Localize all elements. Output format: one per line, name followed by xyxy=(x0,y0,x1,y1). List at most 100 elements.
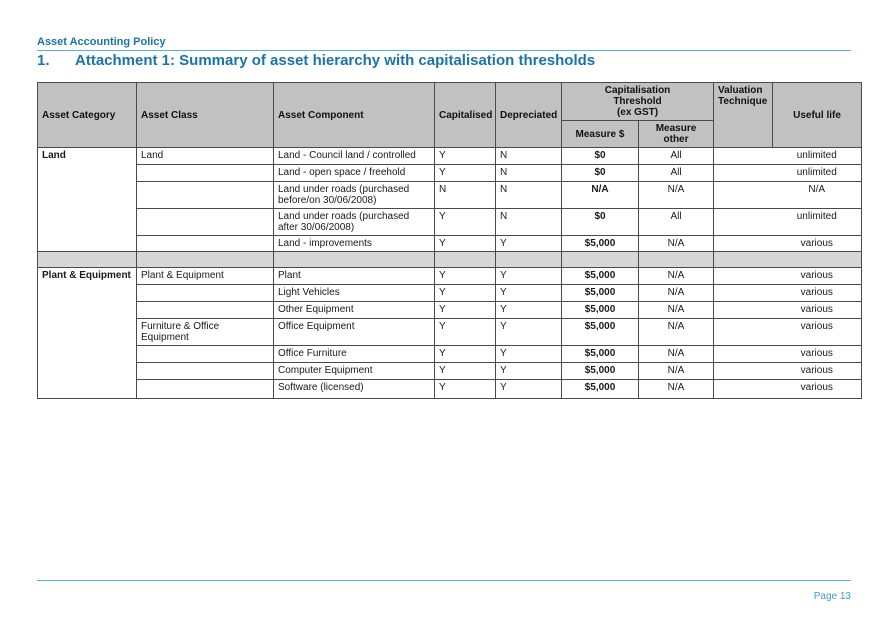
measure-other-cell: N/A xyxy=(637,301,715,319)
asset-component-cell: Land - improvements xyxy=(273,235,435,252)
valuation-technique-cell xyxy=(713,345,773,363)
useful-life-cell: unlimited xyxy=(772,208,863,236)
asset-component-cell: Computer Equipment xyxy=(273,362,435,380)
capitalised-cell: Y xyxy=(434,267,496,285)
depreciated-cell: Y xyxy=(495,318,562,346)
measure-other-cell: N/A xyxy=(637,379,715,399)
valuation-technique-cell xyxy=(713,181,773,209)
measure-other-cell: N/A xyxy=(637,284,715,302)
depreciated-cell: Y xyxy=(495,301,562,319)
valuation-technique-cell xyxy=(713,267,773,285)
useful-life-cell: various xyxy=(772,318,863,346)
measure-other-cell: N/A xyxy=(637,235,715,252)
col-header-depreciated: Depreciated xyxy=(495,82,562,148)
measure-other-cell: All xyxy=(637,147,715,165)
measure-dollar-cell: $5,000 xyxy=(561,362,639,380)
document-title: Asset Accounting Policy xyxy=(37,36,166,48)
measure-dollar-cell: $5,000 xyxy=(561,318,639,346)
depreciated-cell: Y xyxy=(495,284,562,302)
measure-dollar-cell: $5,000 xyxy=(561,345,639,363)
spacer-cell-measure-dollar xyxy=(561,251,639,268)
spacer-cell-capitalised xyxy=(434,251,496,268)
table-row: Land - open space / freehold Y N $0 All unlim… xyxy=(38,164,863,182)
col-header-useful-life: Useful life xyxy=(772,82,863,148)
spacer-row xyxy=(37,251,863,268)
table-row: Land Land Land - Council land / controlled… xyxy=(37,147,863,252)
asset-component-cell: Office Equipment xyxy=(273,318,435,346)
col-header-asset-component: Asset Component xyxy=(273,82,435,148)
useful-life-cell: various xyxy=(772,267,863,285)
depreciated-cell: Y xyxy=(495,362,562,380)
measure-dollar-cell: $5,000 xyxy=(561,301,639,319)
footer-rule xyxy=(37,580,851,581)
useful-life-cell: various xyxy=(772,362,863,380)
asset-class-cell xyxy=(136,345,274,363)
depreciated-cell: N xyxy=(495,181,562,209)
table-row: Computer Equipment Y Y $5,000 N/A various xyxy=(38,362,863,380)
asset-class-cell xyxy=(136,208,274,236)
depreciated-cell: Y xyxy=(495,267,562,285)
useful-life-cell: various xyxy=(772,301,863,319)
table-header-row-1: Asset Category Asset Class Asset Compone… xyxy=(37,82,863,148)
valuation-technique-cell xyxy=(713,164,773,182)
asset-class-cell xyxy=(136,235,274,252)
asset-component-cell: Office Furniture xyxy=(273,345,435,363)
measure-other-cell: N/A xyxy=(637,181,715,209)
useful-life-cell: various xyxy=(772,235,863,252)
measure-other-cell: N/A xyxy=(637,267,715,285)
asset-class-cell xyxy=(136,181,274,209)
asset-component-cell: Land under roads (purchased after 30/06/… xyxy=(273,208,435,236)
table-row: Software (licensed) Y Y $5,000 N/A various xyxy=(38,379,863,399)
col-header-measure-dollar: Measure $ xyxy=(561,120,639,148)
spacer-cell-measure-other xyxy=(637,251,715,268)
col-header-asset-category: Asset Category xyxy=(37,82,137,148)
useful-life-cell: unlimited xyxy=(772,164,863,182)
section-heading: 1. Attachment 1: Summary of asset hierar… xyxy=(37,52,851,69)
valuation-technique-cell xyxy=(713,208,773,236)
measure-dollar-cell: $0 xyxy=(561,147,639,165)
measure-dollar-cell: N/A xyxy=(561,181,639,209)
table-row: Land - improvements Y Y $5,000 N/A various xyxy=(38,235,863,252)
table-row: Furniture & Office Equipment Office Equip… xyxy=(38,318,863,346)
valuation-technique-cell xyxy=(713,318,773,346)
table-header: Asset Category Asset Class Asset Compone… xyxy=(37,82,863,148)
asset-class-cell xyxy=(136,362,274,380)
col-header-capitalisation-threshold: Capitalisation Threshold (ex GST) xyxy=(560,82,715,121)
capitalised-cell: Y xyxy=(434,379,496,399)
measure-dollar-cell: $0 xyxy=(561,164,639,182)
spacer-cell-component xyxy=(273,251,435,268)
asset-class-cell xyxy=(136,301,274,319)
depreciated-cell: N xyxy=(495,164,562,182)
valuation-technique-cell xyxy=(713,235,773,252)
capitalised-cell: Y xyxy=(434,147,496,165)
table-row: Other Equipment Y Y $5,000 N/A various xyxy=(38,301,863,319)
capitalised-cell: Y xyxy=(434,318,496,346)
asset-component-cell: Land - open space / freehold xyxy=(273,164,435,182)
table-row: Light Vehicles Y Y $5,000 N/A various xyxy=(38,284,863,302)
asset-category-cell: Plant & Equipment xyxy=(37,267,137,399)
valuation-technique-cell xyxy=(713,362,773,380)
depreciated-cell: N xyxy=(495,208,562,236)
asset-table-body: Land Land Land - Council land / controlled… xyxy=(37,147,863,399)
asset-component-cell: Software (licensed) xyxy=(273,379,435,399)
asset-hierarchy-table-container: Asset Category Asset Class Asset Compone… xyxy=(37,82,863,399)
useful-life-cell: various xyxy=(772,345,863,363)
measure-dollar-cell: $5,000 xyxy=(561,284,639,302)
asset-class-cell: Furniture & Office Equipment xyxy=(136,318,274,346)
capitalised-cell: Y xyxy=(434,235,496,252)
capitalised-cell: Y xyxy=(434,301,496,319)
spacer-cell-useful-life xyxy=(772,251,863,268)
measure-other-cell: N/A xyxy=(637,345,715,363)
asset-component-cell: Land under roads (purchased before/on 30… xyxy=(273,181,435,209)
useful-life-cell: various xyxy=(772,284,863,302)
col-header-measure-other: Measure other xyxy=(637,120,715,148)
valuation-technique-cell xyxy=(713,147,773,165)
useful-life-cell: various xyxy=(772,379,863,399)
capitalised-cell: N xyxy=(434,181,496,209)
table-row: Land under roads (purchased after 30/06/… xyxy=(38,208,863,236)
spacer-cell-valuation xyxy=(713,251,773,268)
measure-other-cell: All xyxy=(637,164,715,182)
asset-component-cell: Land - Council land / controlled xyxy=(273,147,435,165)
page-number: Page 13 xyxy=(813,591,851,602)
